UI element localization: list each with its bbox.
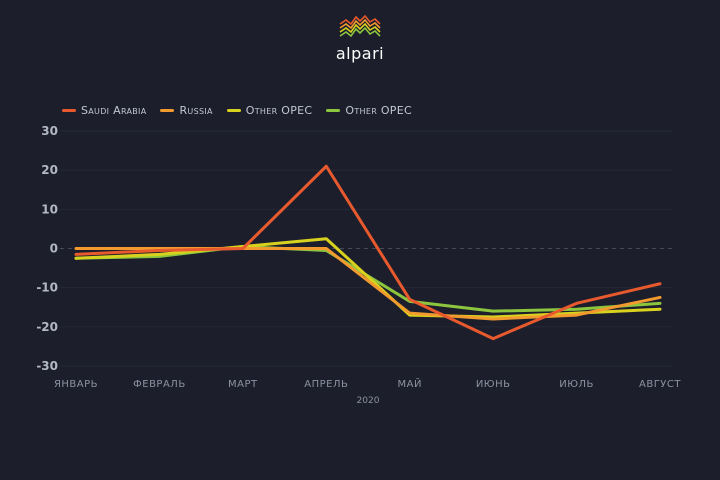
y-axis-ticks: 30 20 10 0 -10 -20 -30: [36, 124, 58, 373]
x-tick-label: ИЮЛЬ: [559, 379, 594, 390]
y-tick-label: 10: [41, 202, 58, 216]
legend-item: Other OPEC: [226, 104, 313, 117]
x-tick-label: МАРТ: [228, 379, 258, 390]
legend-item: Saudi Arabia: [62, 104, 146, 117]
legend-item: Russia: [160, 104, 212, 117]
chart-series-lines: [74, 164, 662, 341]
x-tick-label: МАЙ: [397, 377, 421, 390]
legend-label: Other OPEC: [345, 104, 412, 117]
y-tick-label: 0: [50, 242, 58, 256]
legend-item: Other OPEC: [326, 104, 412, 117]
y-tick-label: 30: [41, 124, 58, 138]
legend-swatch: [160, 109, 175, 112]
x-tick-label: ИЮНЬ: [476, 379, 511, 390]
alpari-wordmark: alpari: [335, 44, 385, 63]
y-tick-label: -20: [36, 320, 58, 334]
legend-swatch: [326, 109, 341, 112]
x-tick-label: ФЕВРАЛЬ: [133, 379, 186, 390]
x-tick-label: АПРЕЛЬ: [304, 379, 348, 390]
alpari-logo-icon: [339, 14, 381, 38]
legend-swatch: [226, 109, 241, 112]
legend-swatch: [62, 109, 76, 112]
x-axis-ticks: ЯНВАРЬ ФЕВРАЛЬ МАРТ АПРЕЛЬ МАЙ ИЮНЬ ИЮЛЬ АВГУСТ: [54, 377, 681, 390]
x-tick-label: АВГУСТ: [639, 379, 681, 390]
chart-grid: [60, 130, 672, 367]
alpari-logo: alpari: [0, 14, 720, 63]
y-tick-label: 20: [41, 163, 58, 177]
chart-legend: Saudi Arabia Russia Other OPEC Other OPEC: [62, 104, 412, 117]
series-line: [74, 237, 662, 319]
y-tick-label: -10: [36, 281, 58, 295]
series-line: [74, 247, 662, 321]
x-axis-title: 2020: [357, 396, 380, 406]
legend-label: Russia: [179, 104, 213, 117]
x-tick-label: ЯНВАРЬ: [54, 379, 98, 390]
series-line: [74, 164, 662, 341]
legend-label: Saudi Arabia: [81, 104, 147, 117]
legend-label: Other OPEC: [245, 104, 313, 117]
y-tick-label: -30: [36, 359, 58, 373]
